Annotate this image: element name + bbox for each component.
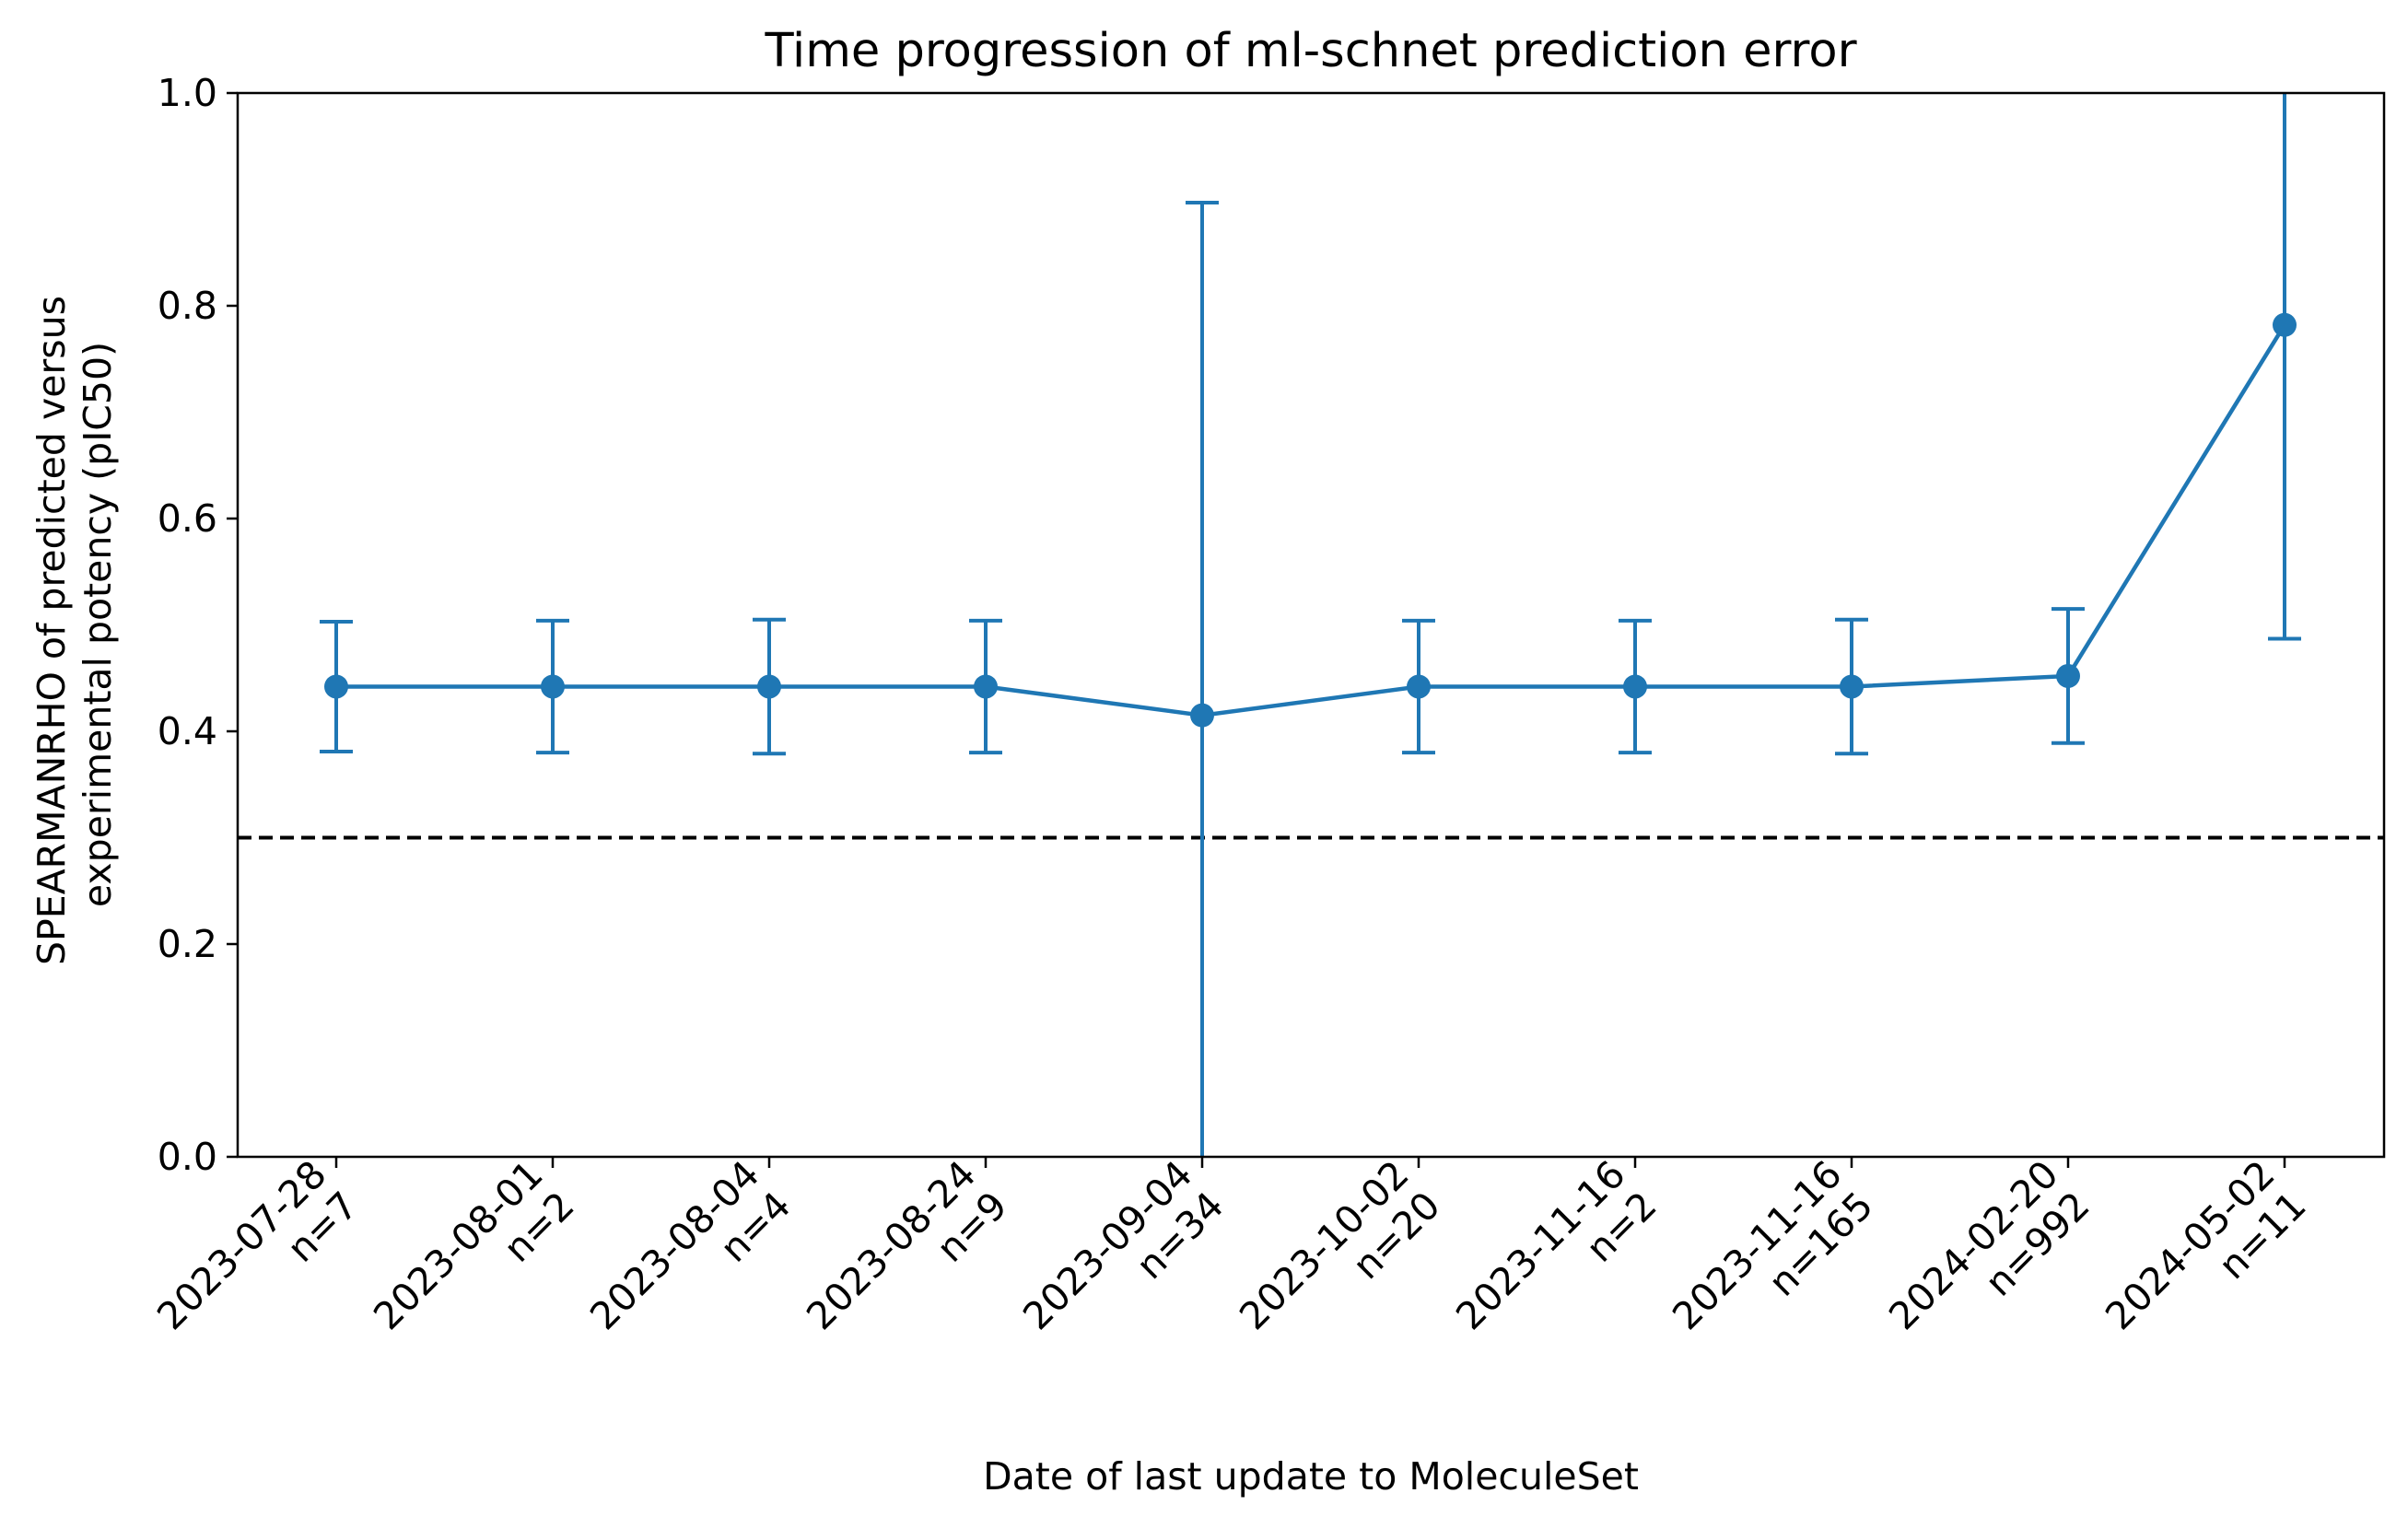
x-tick-label: 2023-10-02n=20 (1231, 1152, 1448, 1338)
y-tick-label: 0.8 (158, 284, 217, 328)
plot-frame (236, 91, 2386, 1159)
y-tick-label: 0.6 (158, 496, 217, 541)
y-tick-label: 0.0 (158, 1135, 217, 1179)
y-tick-label: 0.2 (158, 922, 217, 966)
y-axis-label: SPEARMANRHO of predicted versus experime… (29, 284, 120, 965)
chart-title: Time progression of ml-schnet prediction… (764, 24, 1856, 78)
data-point (2273, 312, 2297, 337)
y-axis: 0.0 0.2 0.4 0.6 0.8 1.0 (158, 71, 238, 1179)
x-tick-label: 2024-05-02n=11 (2097, 1152, 2314, 1338)
data-point (1623, 674, 1647, 699)
x-tick-label: 2023-08-24n=9 (798, 1152, 1015, 1338)
data-point (757, 674, 781, 699)
data-point (1190, 703, 1214, 728)
x-tick-label: 2023-08-01n=2 (365, 1152, 582, 1338)
data-point (324, 674, 348, 699)
x-tick-label: 2023-09-04n=34 (1014, 1152, 1232, 1338)
data-point (541, 674, 565, 699)
x-tick-label: 2023-07-28n=7 (148, 1152, 366, 1338)
x-axis-label: Date of last update to MoleculeSet (983, 1454, 1639, 1499)
x-tick-label: 2023-11-16n=2 (1447, 1152, 1665, 1338)
x-tick-label: 2023-08-04n=4 (581, 1152, 799, 1338)
y-axis-label-line-1: SPEARMANRHO of predicted versus (29, 296, 74, 965)
x-tick-label: 2023-11-16n=165 (1664, 1152, 1881, 1338)
data-point (2056, 663, 2080, 688)
data-point (974, 674, 998, 699)
x-axis: 2023-07-28n=72023-08-01n=22023-08-04n=42… (148, 1152, 2314, 1338)
data-point (1407, 674, 1431, 699)
y-tick-label: 0.4 (158, 709, 217, 753)
y-tick-label: 1.0 (158, 71, 217, 115)
x-tick-label: 2024-02-20n=992 (1880, 1152, 2098, 1338)
y-axis-label-line-2: experimental potency (pIC50) (76, 342, 120, 907)
series-line (336, 323, 2286, 717)
data-point (1840, 674, 1864, 699)
plot-area (238, 93, 2384, 1157)
